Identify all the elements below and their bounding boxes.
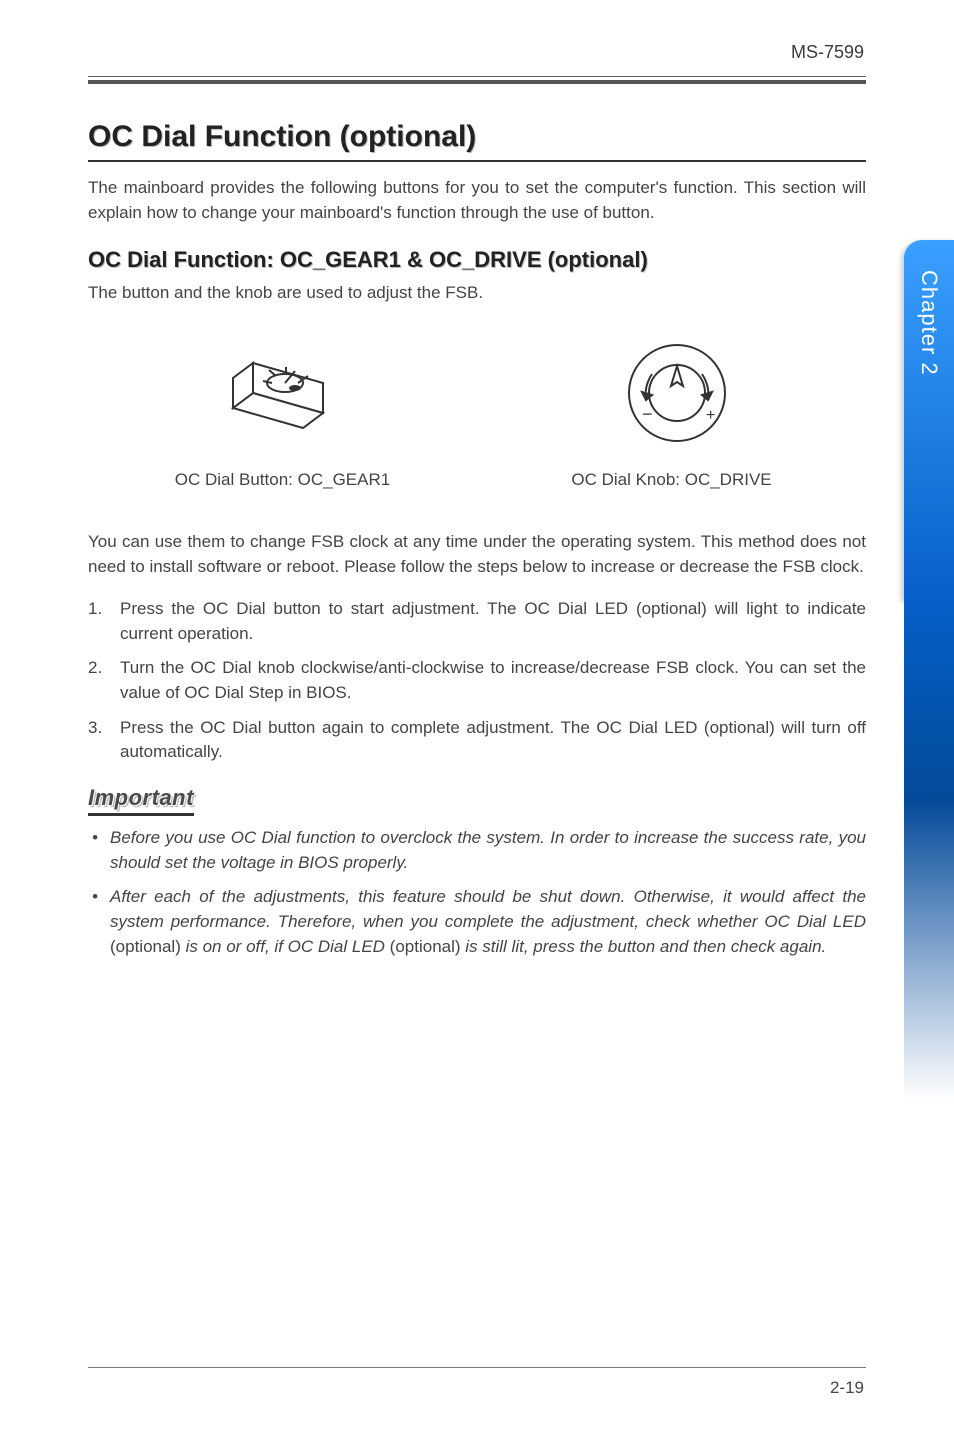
section-intro: The mainboard provides the following but… [88,176,866,225]
step-item: Turn the OC Dial knob clockwise/anti-clo… [88,656,866,705]
note-text-plain: (optional) [390,937,461,956]
section-title: OC Dial Function (optional) [88,120,866,162]
knob-icon: − + [612,338,742,448]
step-item: Press the OC Dial button to start adjust… [88,597,866,646]
important-heading: Important [88,785,194,816]
subsection-lead: The button and the knob are used to adju… [88,281,866,306]
button-caption: OC Dial Button: OC_GEAR1 [133,470,433,490]
note-item: Before you use OC Dial function to overc… [88,826,866,875]
knob-caption: OC Dial Knob: OC_DRIVE [522,470,822,490]
oc-dial-button-diagram [213,343,363,448]
important-notes: Before you use OC Dial function to overc… [88,826,866,959]
note-text-post: is still lit, press the button and then … [461,937,827,956]
header-rule [88,76,866,84]
page-root: MS-7599 Chapter 2 OC Dial Function (opti… [0,0,954,1432]
chapter-side-tab: Chapter 2 [904,240,954,600]
knob-plus: + [706,407,715,424]
doc-id-header: MS-7599 [0,42,954,63]
step-item: Press the OC Dial button again to comple… [88,716,866,765]
note-item: After each of the adjustments, this feat… [88,885,866,959]
usage-intro: You can use them to change FSB clock at … [88,530,866,579]
oc-dial-knob-diagram: − + [612,338,742,453]
note-text-pre: After each of the adjustments, this feat… [110,887,866,931]
main-content: OC Dial Function (optional) The mainboar… [88,120,866,969]
button-icon [213,343,363,443]
note-text-plain: (optional) [110,937,181,956]
diagram-row: − + [88,336,866,456]
subsection-title: OC Dial Function: OC_GEAR1 & OC_DRIVE (o… [88,247,866,273]
note-text: Before you use OC Dial function to overc… [110,828,866,872]
note-text-mid: is on or off, if OC Dial LED [181,937,390,956]
knob-minus: − [642,404,653,424]
steps-list: Press the OC Dial button to start adjust… [88,597,866,765]
footer-rule [88,1367,866,1368]
caption-row: OC Dial Button: OC_GEAR1 OC Dial Knob: O… [88,470,866,490]
page-number: 2-19 [830,1378,864,1398]
chapter-label: Chapter 2 [916,270,942,376]
